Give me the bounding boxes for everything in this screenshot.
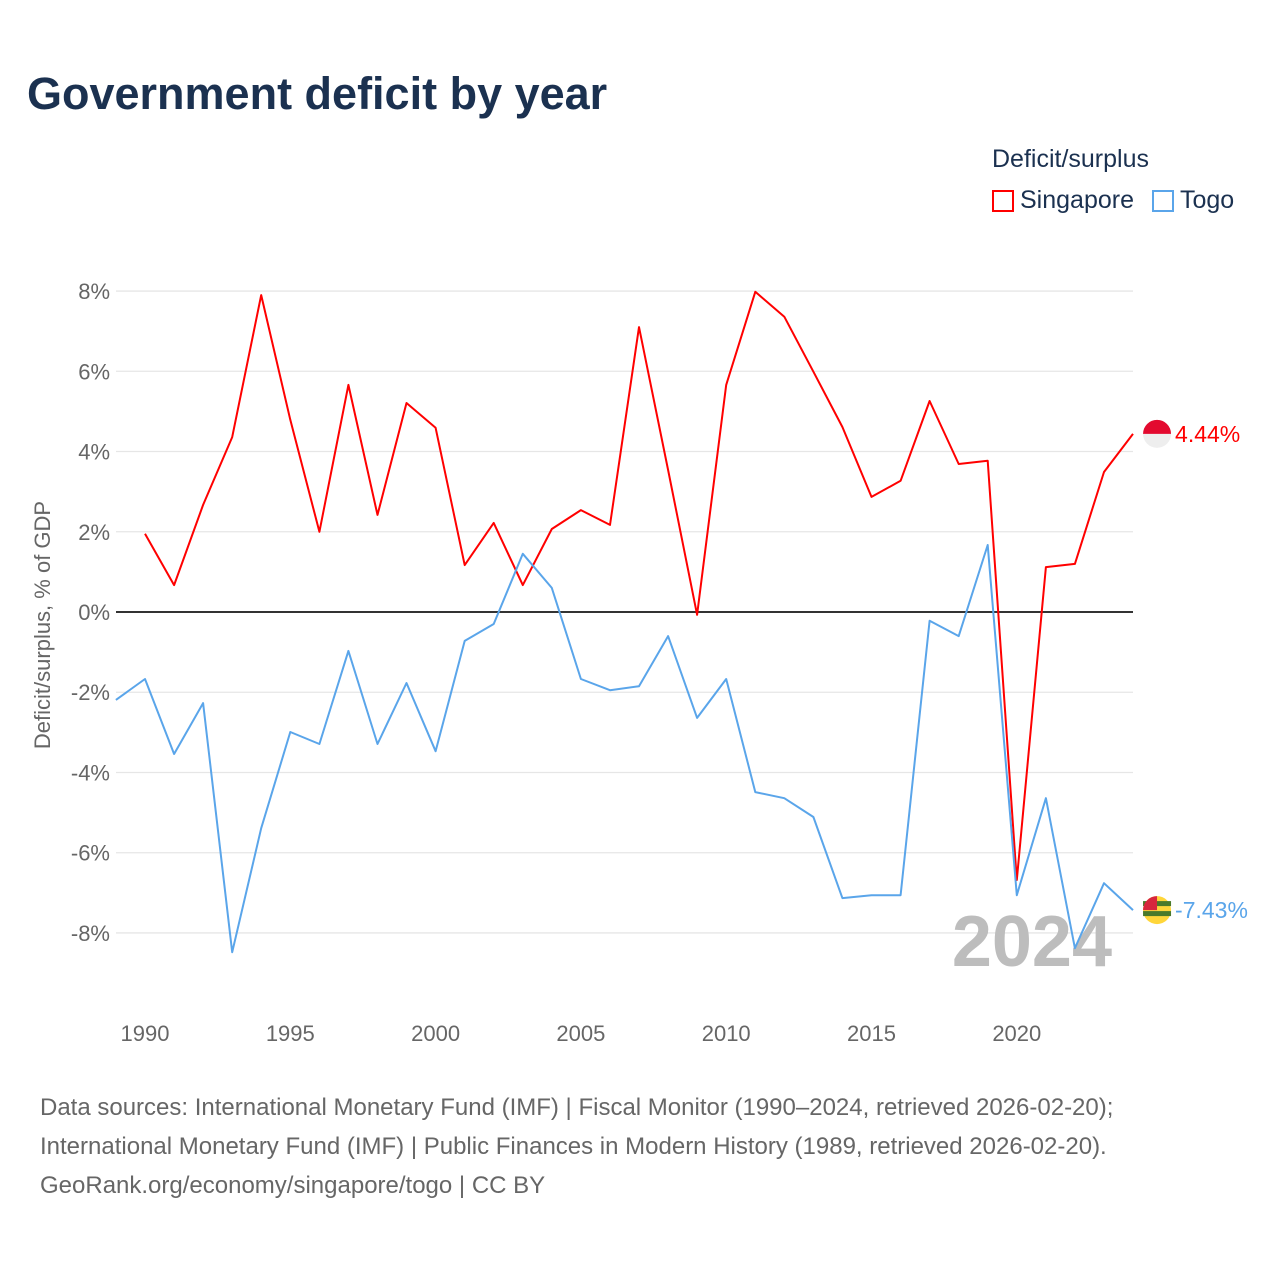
footer-link[interactable]: GeoRank.org/economy/singapore/togo | CC … [40, 1172, 546, 1199]
x-tick-label: 2005 [556, 1021, 605, 1046]
y-tick-label: 6% [78, 359, 110, 384]
year-watermark: 2024 [952, 902, 1112, 982]
y-tick-label: -4% [71, 760, 110, 785]
y-tick-label: -2% [71, 680, 110, 705]
series-line-togo [115, 544, 1134, 954]
y-tick-label: -6% [71, 841, 110, 866]
y-tick-label: 0% [78, 600, 110, 625]
series-line-singapore [144, 290, 1134, 881]
y-tick-label: -8% [71, 921, 110, 946]
legend-swatch-togo [1151, 189, 1174, 212]
x-tick-label: 1990 [121, 1021, 170, 1046]
legend-label-togo: Togo [1179, 186, 1235, 214]
x-tick-label: 2000 [411, 1021, 460, 1046]
legend-swatch-singapore [992, 189, 1014, 212]
end-label-togo: -7.43% [1175, 897, 1248, 923]
legend: Singapore Togo [992, 186, 1234, 215]
x-tick-label: 2020 [992, 1021, 1041, 1046]
chart-title: Government deficit by year [27, 68, 608, 119]
y-tick-label: 2% [78, 520, 110, 545]
togo-flag-stripe [1143, 911, 1172, 917]
y-tick-label: 4% [78, 440, 110, 465]
x-tick-label: 1995 [266, 1021, 315, 1046]
footer-source-2: International Monetary Fund (IMF) | Publ… [40, 1133, 1107, 1160]
y-tick-label: 8% [78, 279, 110, 304]
x-tick-label: 2010 [702, 1021, 751, 1046]
footer-source-1: Data sources: International Monetary Fun… [40, 1094, 1114, 1121]
footer: Data sources: International Monetary Fun… [40, 1088, 1113, 1205]
end-label-singapore: 4.44% [1175, 421, 1240, 447]
togo-flag-canton [1143, 896, 1158, 911]
legend-item-togo[interactable]: Togo [1151, 186, 1235, 215]
legend-title: Deficit/surplus [992, 145, 1149, 173]
singapore-flag-red-half [1143, 419, 1172, 434]
y-axis-title: Deficit/surplus, % of GDP [30, 501, 55, 749]
x-tick-label: 2015 [847, 1021, 896, 1046]
legend-item-singapore[interactable]: Singapore [992, 186, 1134, 215]
legend-label-singapore: Singapore [1020, 186, 1134, 214]
